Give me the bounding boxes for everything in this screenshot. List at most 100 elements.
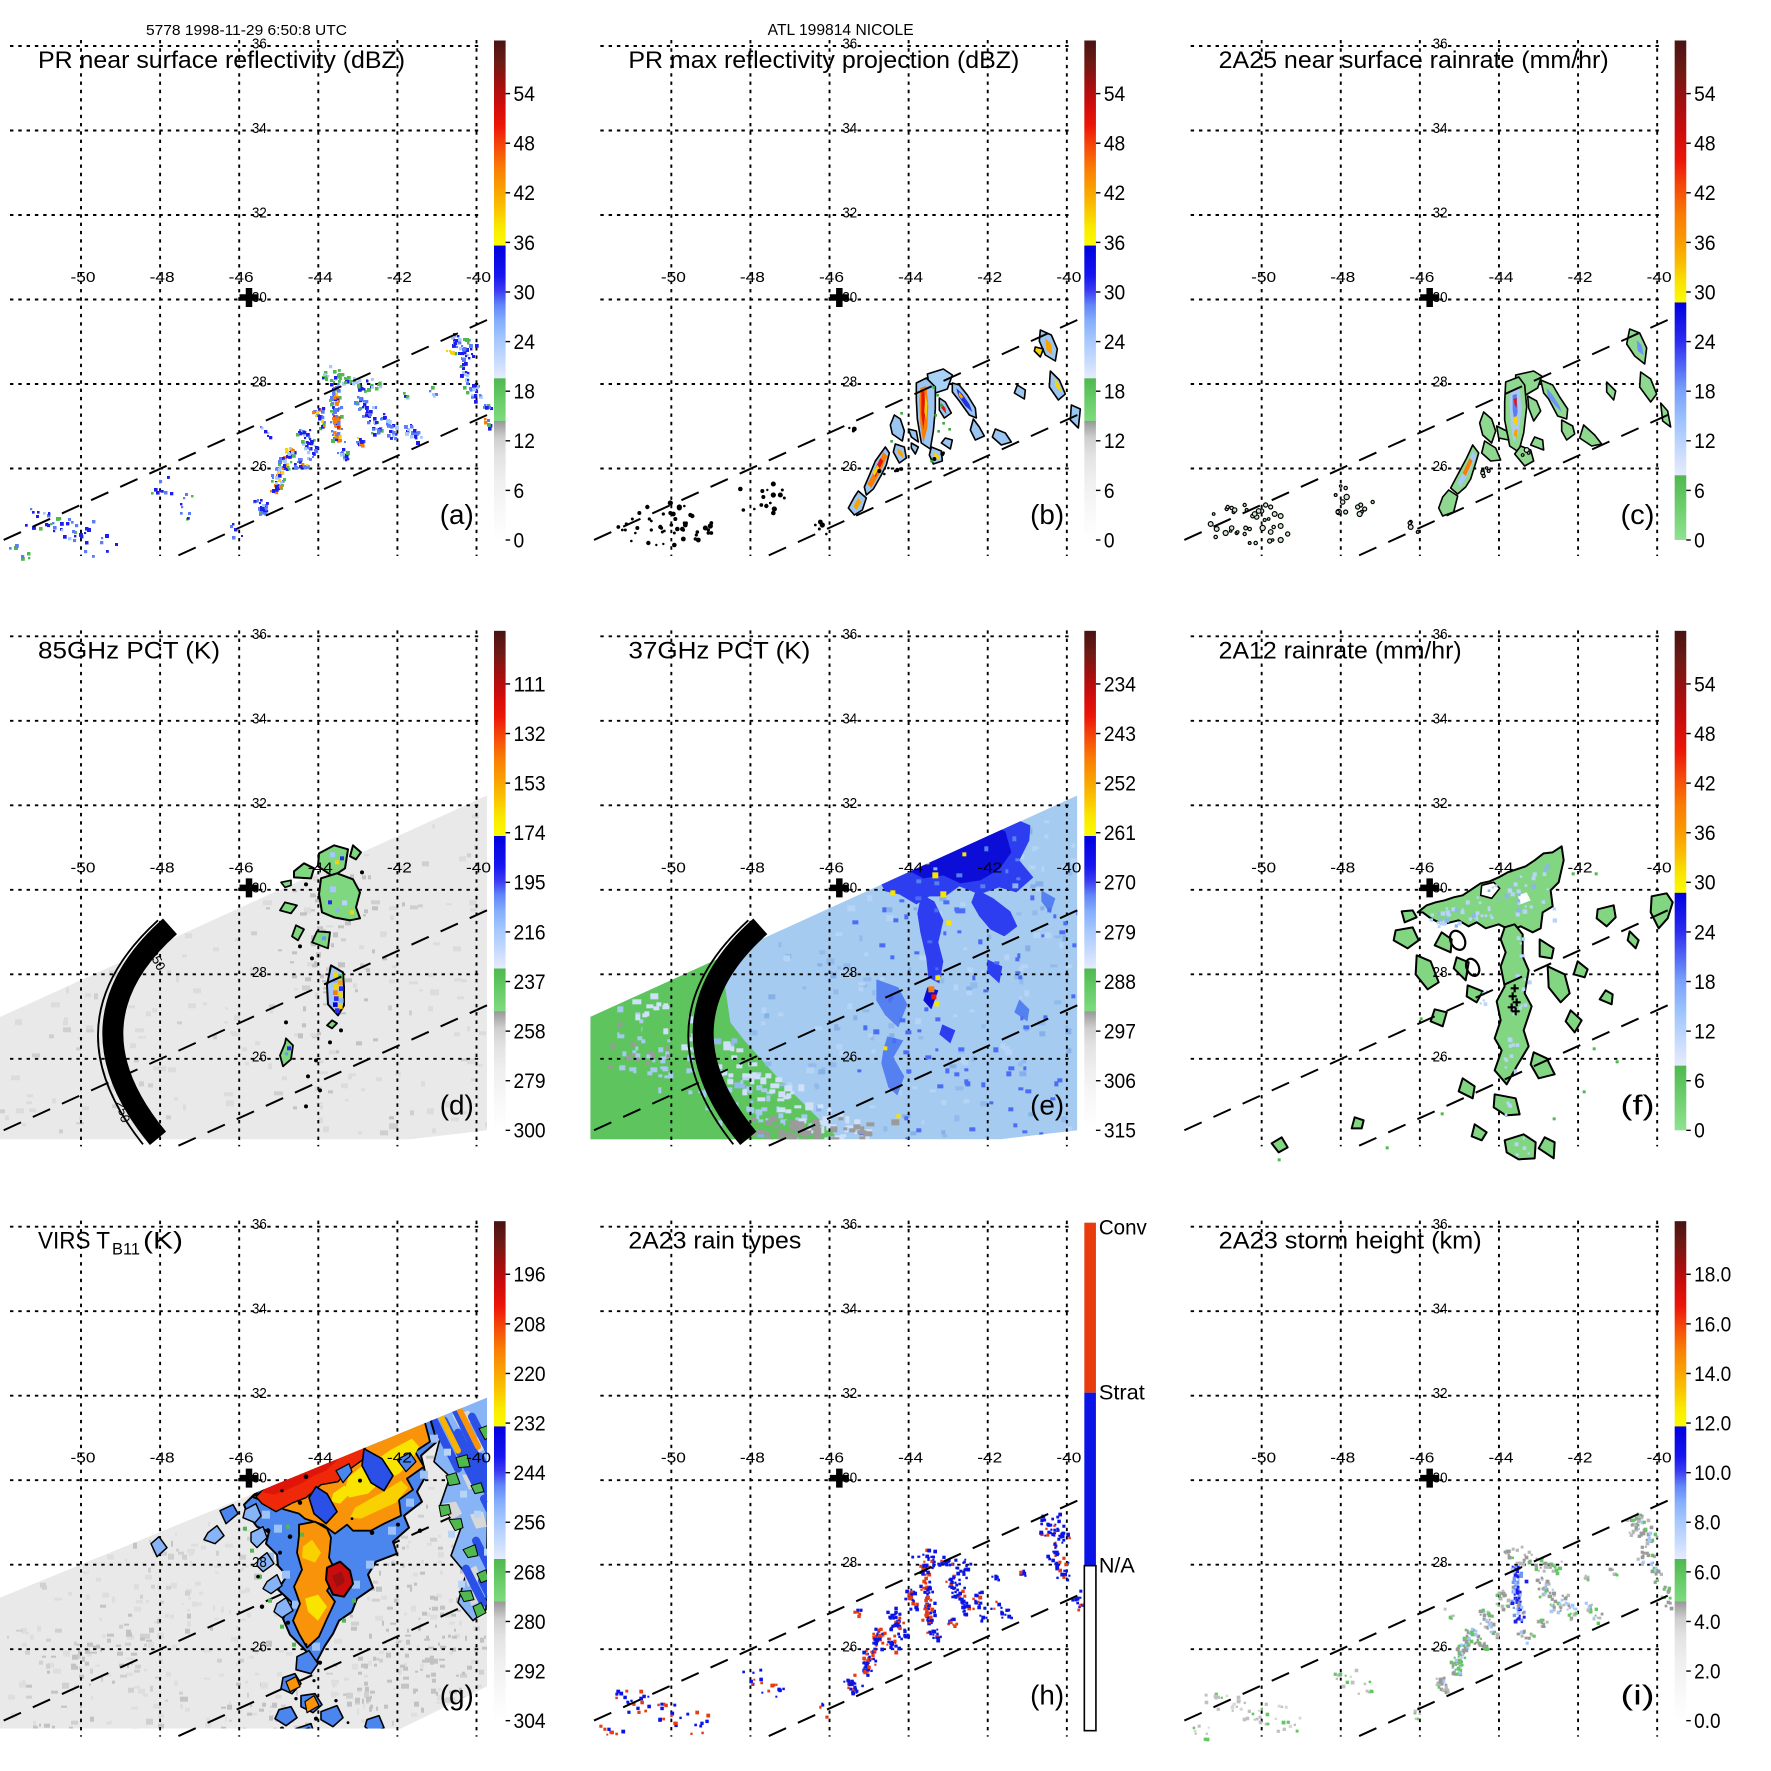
svg-text:26: 26 xyxy=(252,459,267,475)
svg-text:0: 0 xyxy=(1694,529,1705,552)
svg-text:-40: -40 xyxy=(466,1451,491,1467)
svg-text:292: 292 xyxy=(514,1660,546,1683)
svg-text:36: 36 xyxy=(1104,232,1125,255)
svg-text:34: 34 xyxy=(252,711,267,727)
svg-text:34: 34 xyxy=(1433,1302,1448,1318)
svg-text:-48: -48 xyxy=(1330,860,1355,876)
svg-text:(g): (g) xyxy=(440,1680,474,1711)
svg-text:54: 54 xyxy=(1104,83,1126,106)
svg-text:PR near surface reflectivity (: PR near surface reflectivity (dBZ) xyxy=(38,47,405,74)
svg-text:237: 237 xyxy=(514,971,546,994)
svg-text:28: 28 xyxy=(1433,375,1448,391)
svg-text:234: 234 xyxy=(1104,673,1136,696)
svg-text:36: 36 xyxy=(252,1217,267,1233)
svg-text:30: 30 xyxy=(842,880,857,896)
svg-text:5778 1998-11-29 6:50:8 UTC: 5778 1998-11-29 6:50:8 UTC xyxy=(146,22,347,39)
svg-text:216: 216 xyxy=(514,921,546,944)
svg-text:6.0: 6.0 xyxy=(1694,1561,1720,1584)
svg-text:30: 30 xyxy=(252,880,267,896)
svg-text:-42: -42 xyxy=(977,860,1002,876)
svg-text:30: 30 xyxy=(1433,880,1448,896)
svg-text:28: 28 xyxy=(1433,965,1448,981)
svg-text:132: 132 xyxy=(514,723,546,746)
svg-text:42: 42 xyxy=(1104,182,1125,205)
svg-text:ATL 199814 NICOLE: ATL 199814 NICOLE xyxy=(768,22,914,39)
svg-text:10.0: 10.0 xyxy=(1694,1462,1731,1485)
svg-text:0: 0 xyxy=(1694,1120,1705,1143)
svg-text:18: 18 xyxy=(1104,381,1125,404)
svg-text:-44: -44 xyxy=(898,1451,923,1467)
svg-text:250: 250 xyxy=(113,1099,133,1124)
svg-text:-50: -50 xyxy=(1251,860,1276,876)
svg-text:26: 26 xyxy=(1433,1640,1448,1656)
svg-text:30: 30 xyxy=(252,1471,267,1487)
svg-text:-50: -50 xyxy=(661,270,686,286)
svg-text:48: 48 xyxy=(1104,133,1125,156)
svg-text:32: 32 xyxy=(252,1386,267,1402)
svg-text:26: 26 xyxy=(1433,459,1448,475)
svg-text:6: 6 xyxy=(1694,1070,1705,1093)
svg-text:-44: -44 xyxy=(308,1451,333,1467)
svg-text:-46: -46 xyxy=(1409,860,1434,876)
svg-text:42: 42 xyxy=(514,182,535,205)
svg-text:-44: -44 xyxy=(898,860,923,876)
svg-text:279: 279 xyxy=(514,1070,546,1093)
svg-text:258: 258 xyxy=(514,1021,546,1044)
svg-text:-48: -48 xyxy=(150,270,175,286)
svg-text:18: 18 xyxy=(1694,381,1715,404)
svg-text:32: 32 xyxy=(1433,1386,1448,1402)
svg-text:268: 268 xyxy=(514,1561,546,1584)
svg-text:-46: -46 xyxy=(229,270,254,286)
svg-text:30: 30 xyxy=(1694,281,1715,304)
svg-text:-44: -44 xyxy=(308,270,333,286)
svg-text:12: 12 xyxy=(514,430,535,453)
svg-text:34: 34 xyxy=(1433,121,1448,137)
svg-text:0.0: 0.0 xyxy=(1694,1710,1720,1733)
svg-text:36: 36 xyxy=(514,232,535,255)
svg-text:2.0: 2.0 xyxy=(1694,1660,1720,1683)
svg-text:26: 26 xyxy=(842,1640,857,1656)
svg-text:36: 36 xyxy=(1694,232,1715,255)
svg-text:12: 12 xyxy=(1694,1021,1715,1044)
svg-text:-44: -44 xyxy=(1488,1451,1513,1467)
svg-text:304: 304 xyxy=(514,1710,546,1733)
svg-text:-42: -42 xyxy=(1568,1451,1593,1467)
svg-text:85GHz PCT (K): 85GHz PCT (K) xyxy=(38,637,220,664)
svg-text:-48: -48 xyxy=(150,1451,175,1467)
svg-text:-42: -42 xyxy=(1568,270,1593,286)
svg-text:256: 256 xyxy=(514,1512,546,1535)
svg-text:279: 279 xyxy=(1104,921,1136,944)
svg-text:Conv: Conv xyxy=(1099,1217,1147,1240)
svg-text:28: 28 xyxy=(252,1555,267,1571)
svg-text:26: 26 xyxy=(252,1640,267,1656)
svg-text:34: 34 xyxy=(252,1302,267,1318)
svg-text:0: 0 xyxy=(514,529,525,552)
svg-text:30: 30 xyxy=(1433,1471,1448,1487)
svg-text:36: 36 xyxy=(1433,627,1448,643)
svg-text:24: 24 xyxy=(1694,331,1716,354)
svg-text:28: 28 xyxy=(252,375,267,391)
svg-text:-40: -40 xyxy=(1647,860,1672,876)
svg-text:36: 36 xyxy=(842,37,857,53)
svg-text:297: 297 xyxy=(1104,1021,1136,1044)
svg-text:8.0: 8.0 xyxy=(1694,1512,1720,1535)
svg-text:280: 280 xyxy=(514,1611,546,1634)
svg-text:-50: -50 xyxy=(71,270,96,286)
svg-text:153: 153 xyxy=(514,773,546,796)
svg-text:-40: -40 xyxy=(1647,270,1672,286)
svg-text:30: 30 xyxy=(1104,281,1125,304)
svg-text:(f): (f) xyxy=(1620,1089,1654,1120)
svg-text:-46: -46 xyxy=(1409,270,1434,286)
svg-text:196: 196 xyxy=(514,1264,546,1287)
svg-text:-48: -48 xyxy=(740,270,765,286)
svg-text:32: 32 xyxy=(842,206,857,222)
svg-text:-50: -50 xyxy=(71,860,96,876)
svg-text:Strat: Strat xyxy=(1099,1382,1145,1405)
svg-text:(e): (e) xyxy=(1030,1089,1064,1120)
svg-text:-40: -40 xyxy=(1056,270,1081,286)
svg-text:18: 18 xyxy=(514,381,535,404)
svg-text:28: 28 xyxy=(1433,1555,1448,1571)
svg-text:34: 34 xyxy=(842,1302,857,1318)
svg-text:2A23 storm height (km): 2A23 storm height (km) xyxy=(1219,1228,1482,1255)
svg-text:26: 26 xyxy=(1433,1049,1448,1065)
